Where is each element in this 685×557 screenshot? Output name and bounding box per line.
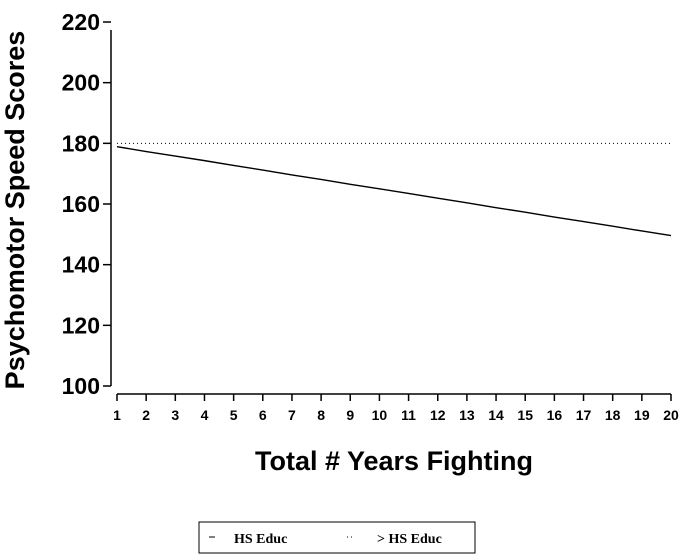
x-tick-label: 9 — [346, 407, 354, 423]
y-tick-label: 180 — [62, 130, 100, 156]
y-tick-label: 120 — [62, 312, 100, 338]
y-tick-label: 100 — [62, 373, 100, 399]
legend-box — [198, 521, 476, 554]
x-tick-label: 18 — [605, 407, 621, 423]
x-tick-label: 5 — [230, 407, 238, 423]
y-axis-title: Psychomotor Speed Scores — [0, 31, 30, 390]
x-tick-label: 3 — [171, 407, 179, 423]
y-tick-label: 140 — [62, 252, 100, 278]
x-tick-label: 14 — [488, 407, 504, 423]
x-tick-label: 19 — [634, 407, 650, 423]
x-axis: 1 2 3 4 5 6 7 8 9 10 11 12 13 14 15 16 17 18 19 20 — [113, 393, 679, 423]
x-tick-label: 12 — [430, 407, 446, 423]
y-tick-label: 200 — [62, 70, 100, 96]
legend-label-hs-educ: HS Educ — [234, 532, 287, 547]
x-tick-label: 10 — [372, 407, 388, 423]
x-tick-label: 20 — [663, 407, 679, 423]
x-tick-label: 15 — [517, 407, 533, 423]
x-tick-label: 17 — [576, 407, 592, 423]
x-tick-label: 16 — [547, 407, 563, 423]
x-tick-label: 6 — [259, 407, 267, 423]
x-tick-label: 2 — [142, 407, 150, 423]
legend-label-gt-hs-educ: > HS Educ — [377, 532, 442, 547]
x-tick-label: 13 — [459, 407, 475, 423]
y-tick-label: 220 — [62, 9, 100, 35]
x-axis-title: Total # Years Fighting — [255, 446, 533, 476]
y-tick-label: 160 — [62, 191, 100, 217]
x-tick-label: 1 — [113, 407, 121, 423]
x-tick-label: 8 — [317, 407, 325, 423]
y-axis: 100 120 140 160 180 200 220 — [62, 9, 112, 399]
series-line-hs-educ — [116, 145, 672, 237]
x-tick-label: 7 — [288, 407, 296, 423]
x-tick-label: 11 — [401, 407, 416, 423]
series-layer — [116, 142, 672, 237]
legend: HS Educ > HS Educ — [198, 521, 476, 554]
x-tick-label: 4 — [201, 407, 209, 423]
